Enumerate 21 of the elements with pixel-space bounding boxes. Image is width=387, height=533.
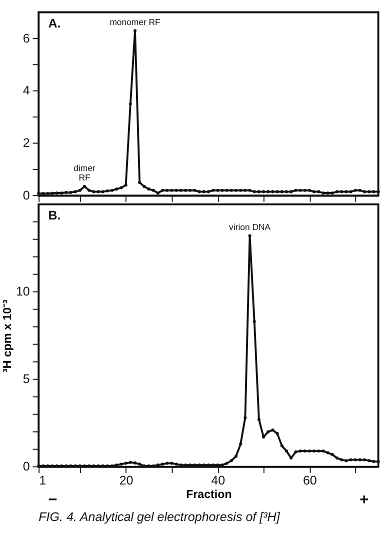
x-tick-label: 20 [119, 474, 134, 488]
y-tick-label: 0 [22, 188, 30, 202]
text: + [360, 491, 369, 508]
x-tick-label: 1 [39, 474, 46, 488]
y-tick-label: 0 [22, 460, 30, 474]
annotation: dimer RF [74, 163, 96, 183]
y-tick-label: 6 [22, 31, 30, 46]
annotation: monomer RF [110, 16, 160, 27]
caption: FIG. 4. Analytical gel electrophoresis of [³H] [38, 510, 280, 524]
y-tick-label: 10 [16, 284, 30, 299]
x-tick-label: 40 [211, 474, 226, 488]
text: − [48, 491, 58, 508]
y-tick-label: 2 [22, 136, 30, 150]
y-axis-title: ³H cpm x 10⁻³ [2, 299, 14, 372]
x-tick-label: 60 [302, 474, 317, 488]
y-tick-label: 5 [22, 372, 30, 386]
annotation: virion DNA [229, 222, 271, 232]
annotation: A. [48, 16, 61, 31]
x-axis-title: Fraction [186, 489, 232, 502]
annotation: B. [48, 208, 61, 223]
y-tick-label: 4 [22, 84, 30, 98]
